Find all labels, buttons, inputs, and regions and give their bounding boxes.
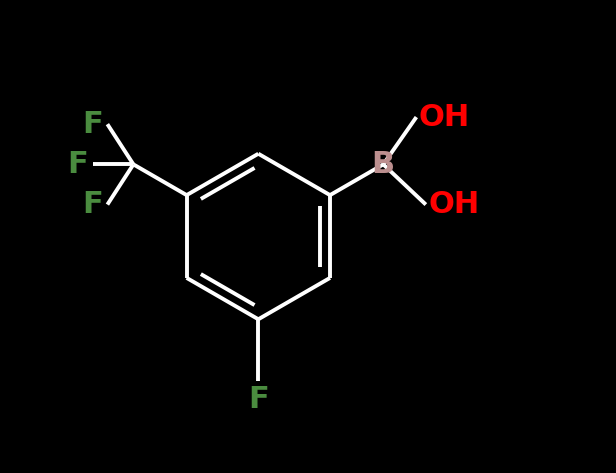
Text: OH: OH	[419, 103, 470, 131]
Text: F: F	[68, 150, 89, 179]
Text: OH: OH	[428, 190, 479, 219]
Text: F: F	[248, 385, 269, 414]
Text: F: F	[82, 110, 103, 139]
Text: B: B	[371, 150, 395, 179]
Text: F: F	[82, 190, 103, 219]
